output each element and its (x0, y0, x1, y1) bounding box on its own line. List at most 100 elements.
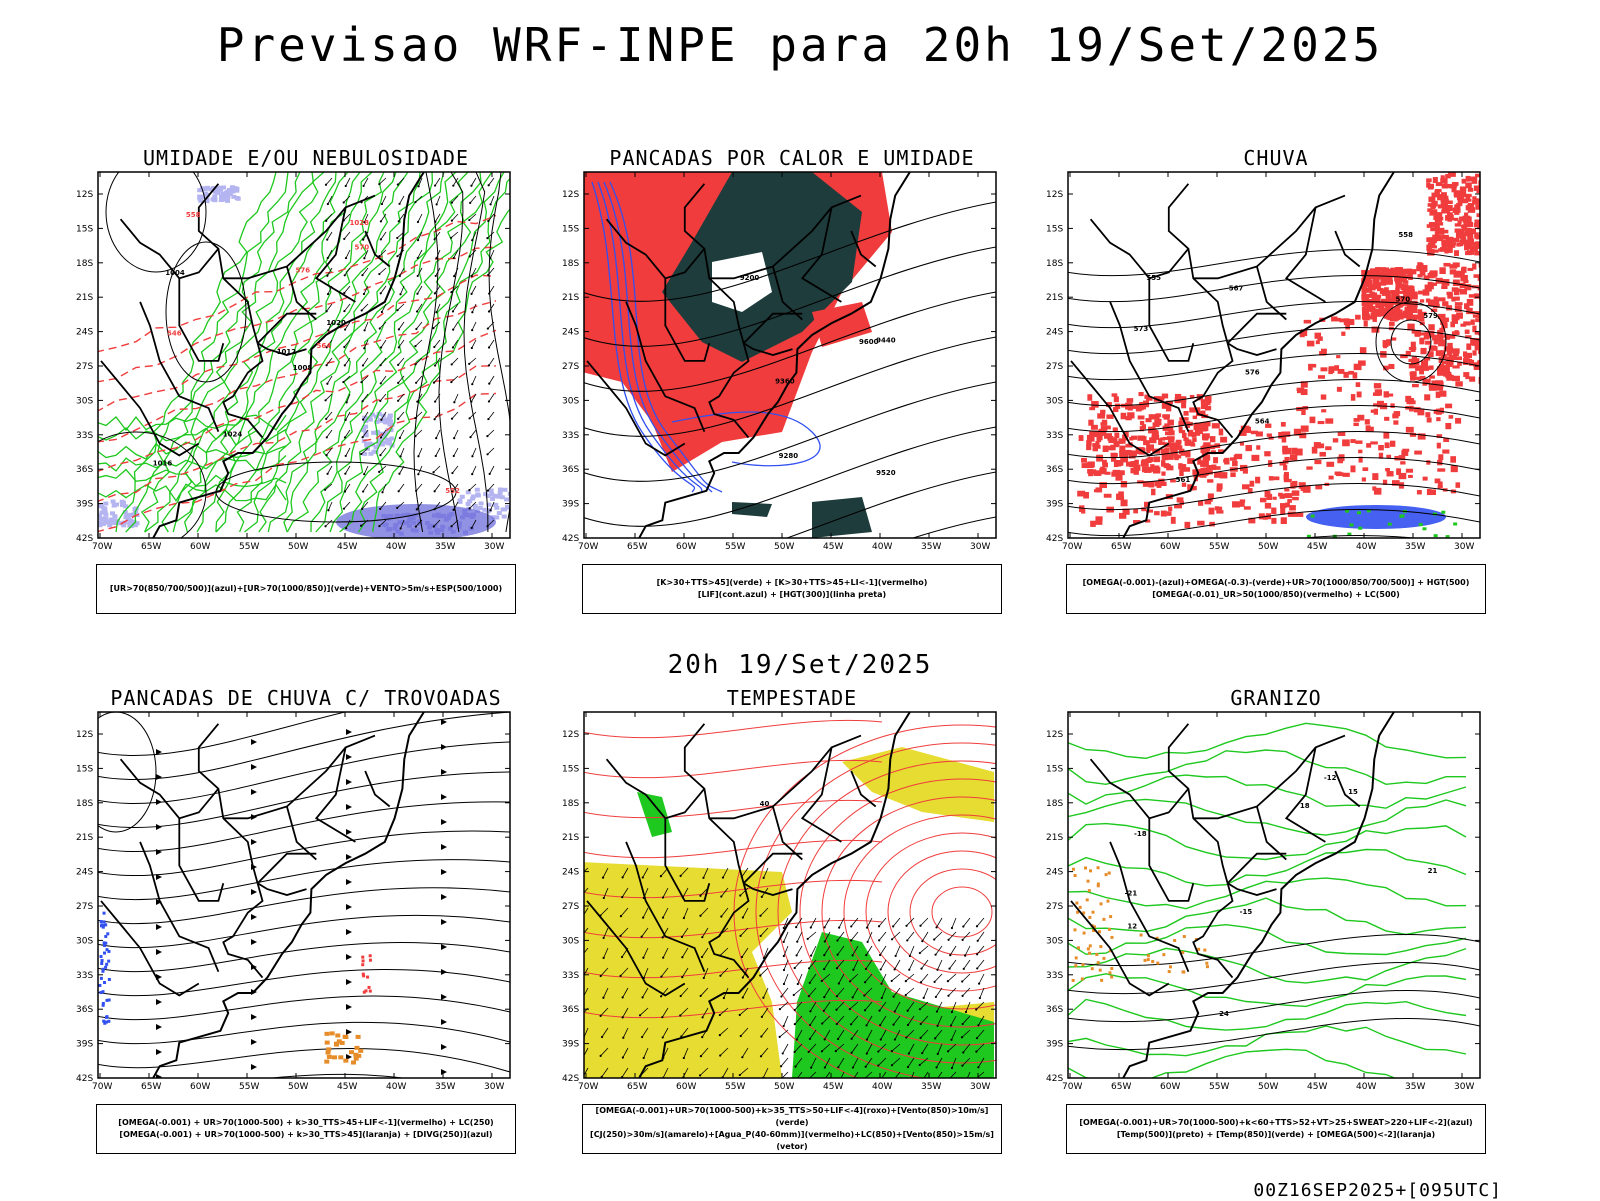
contour-label: 579 (1423, 312, 1438, 320)
legend-line: [Temp(500)](preto) + [Temp(850)](verde) … (1116, 1130, 1436, 1139)
contour-label: -21 (1125, 889, 1138, 897)
lat-tick-label: 24S (562, 868, 579, 878)
contour-label: -18 (1134, 830, 1147, 838)
lon-tick-label: 60W (676, 1082, 696, 1092)
lon-tick-label: 65W (627, 542, 647, 552)
contour-label: 1008 (293, 364, 313, 372)
lat-tick-label: 39S (1046, 1040, 1063, 1050)
lon-tick-label: 30W (484, 1082, 504, 1092)
lat-tick-label: 33S (562, 971, 579, 981)
contour-label: 1028 (350, 219, 370, 227)
lat-tick-label: 33S (76, 971, 93, 981)
lon-tick-label: 35W (921, 542, 941, 552)
lat-tick-label: 15S (562, 224, 579, 234)
contour-label: 9600 (859, 338, 879, 346)
lon-tick-label: 50W (774, 542, 794, 552)
lon-tick-label: 55W (725, 1082, 745, 1092)
lat-tick-label: 36S (562, 1005, 579, 1015)
lon-tick-label: 60W (676, 542, 696, 552)
lat-tick-label: 27S (76, 902, 93, 912)
lon-tick-label: 60W (190, 542, 210, 552)
lon-tick-label: 35W (1405, 542, 1425, 552)
contour-label: 576 (1245, 369, 1260, 377)
lat-tick-label: 18S (1046, 799, 1063, 809)
contour-label: 546 (167, 329, 182, 337)
lat-tick-label: 24S (562, 328, 579, 338)
lat-tick-label: 12S (76, 730, 93, 740)
lon-tick-label: 45W (823, 542, 843, 552)
contour-label: 573 (1134, 325, 1149, 333)
contour-label: 1020 (326, 319, 346, 327)
panel-legend: [OMEGA(-0.001) + UR>70(1000-500) + k>30_… (96, 1104, 516, 1154)
lat-tick-label: 27S (562, 902, 579, 912)
lat-tick-label: 24S (1046, 328, 1063, 338)
lat-tick-label: 42S (76, 534, 93, 544)
legend-line: [OMEGA(-0.001)+UR>70(1000-500)+k>35_TTS>… (595, 1106, 989, 1127)
lat-tick-label: 15S (1046, 764, 1063, 774)
contour-label: -15 (1240, 908, 1253, 916)
lat-tick-label: 27S (1046, 362, 1063, 372)
contour-label: 15 (1348, 788, 1358, 796)
lon-tick-label: 45W (1307, 1082, 1327, 1092)
legend-line: [UR>70(850/700/500)](azul)+[UR>70(1000/8… (109, 584, 503, 593)
legend-line: [OMEGA(-0.001)+UR>70(1000-500)+k<60+TTS>… (1079, 1118, 1473, 1127)
lat-tick-label: 36S (76, 1005, 93, 1015)
lat-tick-label: 30S (76, 396, 93, 406)
lat-tick-label: 15S (1046, 224, 1063, 234)
legend-line: [LIF](cont.azul) + [HGT(300)](linha pret… (697, 590, 887, 599)
forecast-run-stamp: 00Z16SEP2025+[095UTC] (1253, 1180, 1502, 1201)
lon-tick-label: 40W (386, 1082, 406, 1092)
panel-title: TEMPESTADE (726, 686, 858, 710)
lat-tick-label: 27S (76, 362, 93, 372)
panel-legend: [OMEGA(-0.001)+UR>70(1000-500)+k>35_TTS>… (582, 1104, 1002, 1154)
legend-line: [OMEGA(-0.001) + UR>70(1000-500) + k>30_… (118, 1118, 494, 1127)
lat-tick-label: 21S (1046, 833, 1063, 843)
lon-tick-label: 30W (970, 1082, 990, 1092)
lon-tick-label: 35W (1405, 1082, 1425, 1092)
lon-tick-label: 55W (1209, 1082, 1229, 1092)
lon-tick-label: 40W (1356, 1082, 1376, 1092)
lat-tick-label: 42S (1046, 534, 1063, 544)
lat-tick-label: 21S (562, 293, 579, 303)
lon-tick-label: 55W (725, 542, 745, 552)
lon-tick-label: 70W (1062, 542, 1082, 552)
lon-tick-label: 65W (141, 1082, 161, 1092)
lat-tick-label: 18S (76, 259, 93, 269)
lon-tick-label: 45W (1307, 542, 1327, 552)
lon-tick-label: 65W (627, 1082, 647, 1092)
lon-tick-label: 35W (435, 542, 455, 552)
lat-tick-label: 24S (76, 868, 93, 878)
contour-label: 40 (760, 800, 770, 808)
contour-label: 21 (1428, 867, 1438, 875)
lon-tick-label: 60W (1160, 1082, 1180, 1092)
lat-tick-label: 30S (76, 936, 93, 946)
lat-tick-label: 33S (562, 431, 579, 441)
lat-tick-label: 12S (1046, 730, 1063, 740)
mid-date-label: 20h 19/Set/2025 (667, 650, 933, 680)
lat-tick-label: 18S (1046, 259, 1063, 269)
lat-tick-label: 30S (562, 936, 579, 946)
main-title: Previsao WRF-INPE para 20h 19/Set/2025 (216, 18, 1384, 72)
contour-label: 564 (1255, 417, 1270, 425)
lat-tick-label: 15S (76, 224, 93, 234)
lon-tick-label: 50W (1258, 542, 1278, 552)
contour-label: 9520 (876, 469, 896, 477)
lat-tick-label: 42S (76, 1074, 93, 1084)
contour-label: 9440 (876, 336, 896, 344)
panel-legend: [K>30+TTS>45](verde) + [K>30+TTS>45+LI<-… (582, 564, 1002, 614)
panel-title: CHUVA (1243, 146, 1309, 170)
lat-tick-label: 36S (562, 465, 579, 475)
contour-label: 561 (1176, 476, 1191, 484)
lon-tick-label: 70W (578, 1082, 598, 1092)
lon-tick-label: 35W (435, 1082, 455, 1092)
contour-label: 9280 (779, 452, 799, 460)
contour-label: 567 (1229, 284, 1244, 292)
lat-tick-label: 33S (76, 431, 93, 441)
panel-legend: [OMEGA(-0.001)-(azul)+OMEGA(-0.3)-(verde… (1066, 564, 1486, 614)
panel-legend: [UR>70(850/700/500)](azul)+[UR>70(1000/8… (96, 564, 516, 614)
